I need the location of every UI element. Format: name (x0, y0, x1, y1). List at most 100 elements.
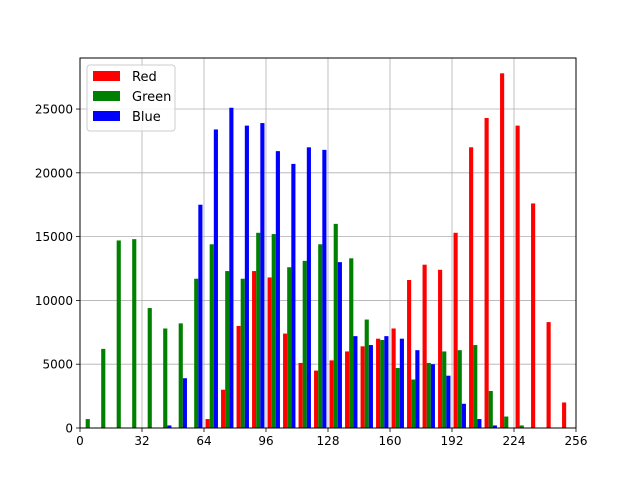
bar-green (209, 244, 214, 428)
y-tick-label: 25000 (35, 103, 73, 117)
bar-blue (477, 419, 482, 428)
bar-red (360, 346, 365, 428)
bar-blue (461, 403, 466, 428)
y-tick-label: 20000 (35, 166, 73, 180)
bar-green (302, 260, 307, 428)
bar-green (163, 328, 168, 428)
bar-green (225, 271, 230, 428)
bar-green (457, 350, 462, 428)
bar-blue (167, 425, 172, 428)
bar-green (101, 348, 106, 428)
bar-green (488, 391, 493, 428)
bar-red (407, 280, 412, 428)
bars-group (85, 73, 567, 429)
bar-red (484, 117, 489, 428)
bar-red (236, 325, 241, 428)
bar-green (364, 319, 369, 428)
bar-red (376, 338, 381, 428)
y-tick-label: 10000 (35, 294, 73, 308)
bar-green (287, 267, 292, 428)
bar-blue (446, 375, 451, 428)
bar-red (391, 328, 396, 428)
bar-red (500, 73, 505, 428)
bar-blue (353, 336, 358, 428)
bar-green (240, 278, 245, 428)
bar-red (422, 264, 427, 428)
bar-red (515, 125, 520, 428)
bar-green (426, 362, 431, 428)
x-tick-label: 224 (503, 434, 526, 448)
bar-green (519, 425, 524, 428)
bar-blue (337, 262, 342, 428)
x-tick-label: 64 (196, 434, 211, 448)
x-tick-label: 160 (379, 434, 402, 448)
bar-red (345, 351, 350, 428)
bar-blue (322, 149, 327, 429)
y-tick-label: 15000 (35, 230, 73, 244)
x-tick-label: 32 (134, 434, 149, 448)
bar-green (473, 345, 478, 428)
bar-blue (384, 336, 389, 428)
bar-red (562, 402, 567, 428)
bar-green (178, 323, 183, 428)
bar-blue (430, 364, 435, 428)
x-tick-label: 192 (441, 434, 464, 448)
bar-green (442, 351, 447, 428)
y-axis-ticks: 0 5000 10000 15000 20000 25000 (35, 103, 80, 436)
bar-green (271, 234, 276, 428)
x-tick-label: 96 (258, 434, 273, 448)
legend-swatch-red (93, 71, 120, 81)
y-tick-label: 0 (65, 422, 73, 436)
x-tick-label: 256 (565, 434, 588, 448)
bar-green (256, 232, 261, 428)
legend-label-green: Green (132, 90, 171, 105)
bar-blue (368, 345, 373, 428)
bar-blue (492, 425, 497, 428)
bar-blue (275, 151, 280, 428)
bar-green (194, 278, 199, 428)
bar-red (438, 269, 443, 428)
bar-red (531, 203, 536, 428)
bar-red (546, 322, 551, 428)
bar-green (333, 223, 338, 428)
y-tick-label: 5000 (42, 358, 73, 372)
bar-blue (399, 338, 404, 428)
bar-red (221, 389, 226, 428)
bar-green (318, 244, 323, 428)
legend-label-red: Red (132, 70, 157, 85)
bar-blue (182, 378, 187, 428)
bar-blue (213, 129, 218, 428)
bar-green (380, 339, 385, 428)
bar-green (85, 419, 90, 428)
bar-green (411, 379, 416, 428)
bar-red (314, 370, 319, 428)
bar-red (205, 419, 210, 428)
bar-green (132, 239, 137, 428)
bar-green (395, 368, 400, 428)
bar-red (283, 333, 288, 428)
legend-label-blue: Blue (132, 110, 161, 125)
bar-green (349, 258, 354, 428)
bar-blue (260, 123, 265, 428)
bar-red (252, 271, 257, 428)
bar-green (504, 416, 509, 428)
bar-blue (229, 107, 234, 429)
x-tick-label: 0 (76, 434, 84, 448)
legend-swatch-blue (93, 111, 120, 121)
bar-green (147, 308, 152, 428)
bar-green (116, 240, 121, 428)
x-axis-ticks: 0 32 64 96 128 160 192 224 256 (76, 428, 587, 448)
bar-blue (415, 350, 420, 428)
x-tick-label: 128 (317, 434, 340, 448)
legend-swatch-green (93, 91, 120, 101)
bar-red (453, 232, 458, 428)
bar-blue (291, 163, 296, 428)
bar-red (469, 147, 474, 428)
bar-red (298, 362, 303, 428)
bar-red (329, 360, 334, 428)
legend: Red Green Blue (86, 64, 176, 132)
bar-red (267, 277, 272, 428)
bar-blue (198, 204, 203, 428)
bar-blue (306, 147, 311, 428)
